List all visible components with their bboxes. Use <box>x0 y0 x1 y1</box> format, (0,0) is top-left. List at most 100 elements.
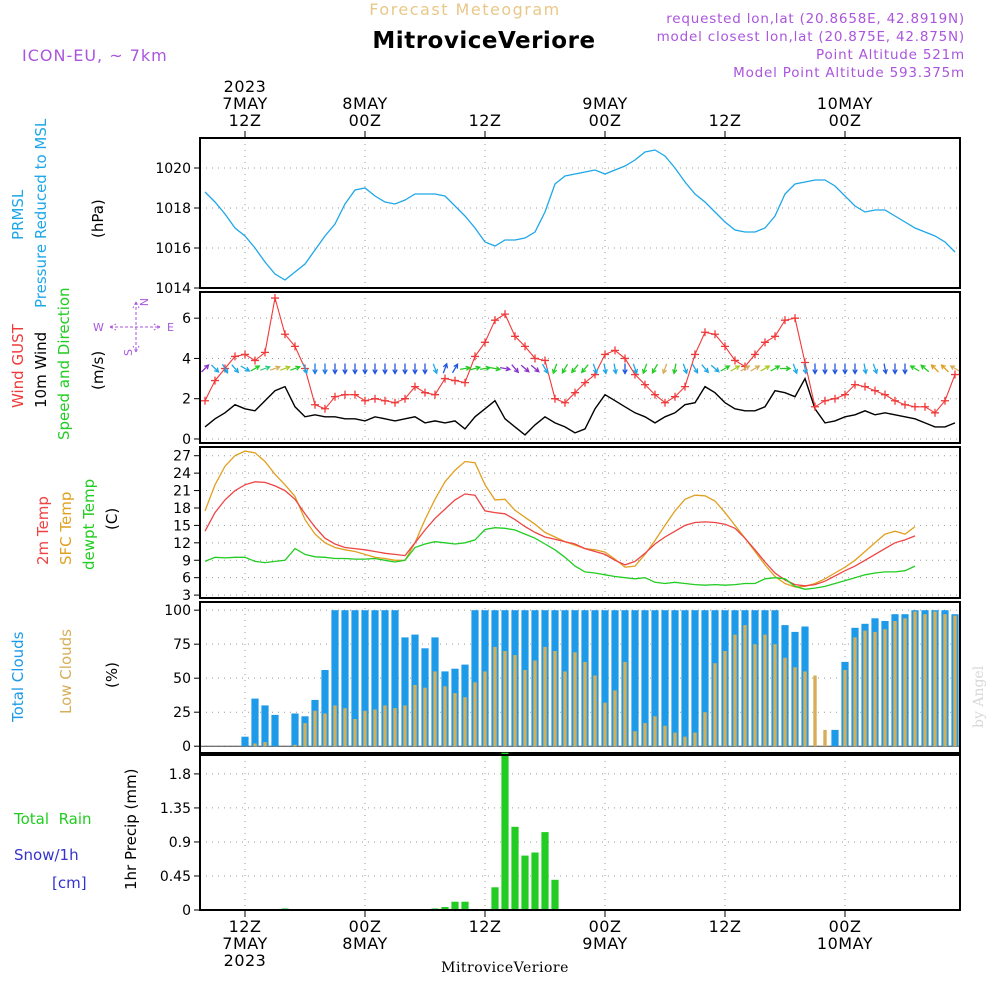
low-cloud-bar <box>953 615 957 747</box>
total-cloud-bar <box>351 610 359 747</box>
temp-labels: 2m Temp SFC Temp dewpt Temp (C) <box>34 479 121 570</box>
wind-arrow <box>442 362 449 374</box>
compass-e: E <box>167 321 174 334</box>
gust-marker <box>941 396 949 405</box>
time-label-top: 2023 <box>224 77 267 96</box>
low-cloud-bar <box>413 685 417 747</box>
rain-bar <box>551 879 559 910</box>
cloud-label-2: Low Clouds <box>57 629 75 714</box>
low-cloud-bar <box>293 744 297 747</box>
low-cloud-bar <box>753 644 757 747</box>
wind-arrow <box>352 363 358 375</box>
wind-arrow <box>651 363 659 374</box>
gust-marker <box>581 378 589 387</box>
wind-arrow <box>451 363 459 374</box>
low-cloud-bar <box>813 675 817 747</box>
wind-arrow <box>332 363 338 375</box>
y-tick-label: 0 <box>182 903 191 919</box>
low-cloud-bar <box>763 634 767 747</box>
temp-label-3: dewpt Temp <box>80 479 98 570</box>
y-tick-label: 15 <box>173 518 191 534</box>
low-cloud-bar <box>603 702 607 747</box>
gust-marker <box>541 356 549 365</box>
gust-marker <box>721 342 729 351</box>
wind-arrow <box>499 366 512 372</box>
gust-marker <box>411 382 419 391</box>
gust-marker <box>731 356 739 365</box>
gust-marker <box>261 348 269 357</box>
time-label-bottom: 8MAY <box>342 934 387 953</box>
watermark: by Angel <box>971 665 987 728</box>
wind-arrow <box>270 365 281 371</box>
panel-clouds: 0 25 50 75 100 <box>164 602 960 755</box>
wind-arrow <box>710 364 720 373</box>
wind-arrow <box>322 363 328 375</box>
y-tick-label: 6 <box>182 571 191 587</box>
temp-label-1: 2m Temp <box>34 496 52 565</box>
low-cloud-bar <box>733 634 737 747</box>
total-cloud-bar <box>401 637 409 747</box>
low-cloud-bar <box>403 705 407 747</box>
low-cloud-bar <box>863 630 867 747</box>
low-cloud-bar <box>593 675 597 747</box>
low-cloud-bar <box>363 710 367 747</box>
wind-label-3: Speed and Direction <box>55 287 73 440</box>
gust-marker <box>871 386 879 395</box>
t2m-line <box>204 481 916 587</box>
gust-marker <box>821 396 829 405</box>
y-tick-label: 25 <box>173 705 191 721</box>
low-cloud-bar <box>253 743 257 747</box>
header-model: ICON-EU, ~ 7km <box>22 46 168 65</box>
panel-precip: 0 0.45 0.9 1.35 1.8 <box>160 752 960 919</box>
y-tick-label: 1020 <box>155 161 191 177</box>
gust-marker <box>361 396 369 405</box>
wind-arrow <box>382 363 388 375</box>
wind-arrow <box>802 363 808 375</box>
total-cloud-bar <box>691 610 699 747</box>
wind-arrow <box>402 363 408 375</box>
total-cloud-bar <box>601 610 609 747</box>
low-cloud-bar <box>393 708 397 747</box>
low-cloud-bar <box>893 621 897 747</box>
y-tick-label: 75 <box>173 637 191 653</box>
low-cloud-bar <box>493 646 497 747</box>
wind-arrow <box>592 363 599 375</box>
gust-marker <box>451 376 459 385</box>
time-label-bottom: 2023 <box>224 951 267 970</box>
wind-arrow <box>459 365 472 371</box>
y-tick-label: 6 <box>182 311 191 327</box>
y-tick-label: 18 <box>173 501 191 517</box>
temp-unit: (C) <box>103 508 121 530</box>
temp-label-2: SFC Temp <box>57 492 75 565</box>
y-tick-label: 0 <box>182 739 191 755</box>
wind-arrow <box>479 365 492 371</box>
rain-bar <box>521 855 529 910</box>
wind-arrow <box>780 365 792 372</box>
wind-arrow <box>302 363 309 375</box>
total-cloud-bar <box>331 610 339 747</box>
low-cloud-bar <box>553 651 557 747</box>
rain-bar <box>531 852 539 910</box>
wind-arrow <box>909 365 920 372</box>
low-cloud-bar <box>533 660 537 747</box>
wind-arrow <box>280 365 291 371</box>
low-cloud-bar <box>523 670 527 747</box>
time-label-top: 8MAY <box>342 94 387 113</box>
rain-bar <box>511 826 519 910</box>
wind-arrow <box>372 363 378 375</box>
low-cloud-bar <box>683 736 687 747</box>
wind-arrow <box>641 363 648 375</box>
y-tick-label: 27 <box>173 449 191 465</box>
compass-icon: W E N S <box>93 298 174 356</box>
gust-marker <box>391 398 399 407</box>
low-cloud-bar <box>463 697 467 747</box>
total-cloud-bar <box>241 736 249 747</box>
low-cloud-bar <box>433 671 437 747</box>
header-location: MitroviceVeriore <box>372 28 595 54</box>
wind-arrow <box>902 363 908 375</box>
low-cloud-bar <box>373 709 377 747</box>
low-cloud-bar <box>913 611 917 747</box>
precip-label-rain: Total Rain <box>13 810 92 828</box>
